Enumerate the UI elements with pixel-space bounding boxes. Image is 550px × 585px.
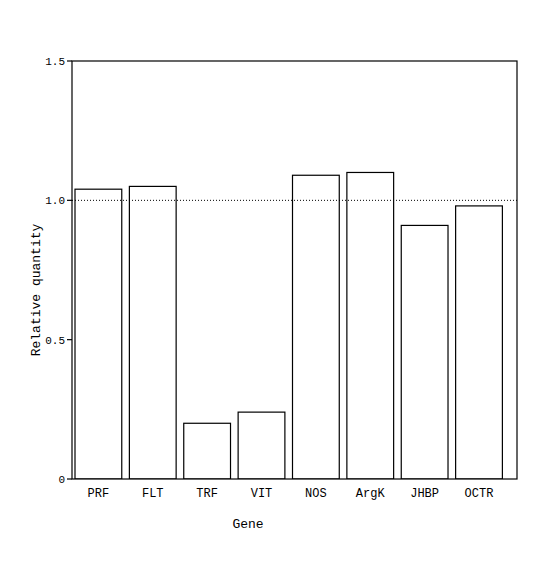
x-tick-label: PRF — [88, 487, 110, 501]
x-tick-label: JHBP — [410, 487, 439, 501]
bar — [456, 206, 503, 479]
bar — [401, 225, 448, 479]
y-tick-label: 1.5 — [45, 56, 65, 68]
y-tick-label: 1.0 — [45, 195, 65, 207]
bar — [184, 423, 231, 479]
bars — [72, 172, 517, 479]
y-tick — [67, 200, 72, 201]
bar — [75, 189, 122, 479]
y-tick — [67, 478, 72, 479]
bar — [347, 172, 394, 479]
x-axis-label: Gene — [232, 517, 263, 532]
chart: 0 0.5 1.0 1.5 PRF FLT TRF VIT NOS ArgK JHBP OCTR Gen… — [0, 0, 550, 585]
plot-frame — [72, 61, 517, 479]
bar — [293, 175, 340, 479]
y-tick — [67, 339, 72, 340]
y-tick-label: 0 — [58, 474, 65, 486]
x-tick-label: OCTR — [465, 487, 494, 501]
x-tick-label: ArgK — [356, 487, 386, 501]
y-tick-label: 0.5 — [45, 335, 65, 347]
x-tick-label: VIT — [251, 487, 273, 501]
y-tick — [67, 60, 72, 61]
bar — [238, 412, 285, 479]
x-tick-label: FLT — [142, 487, 164, 501]
reference-line — [72, 200, 517, 201]
x-tick-label: TRF — [196, 487, 218, 501]
x-tick-label: NOS — [305, 487, 327, 501]
y-axis-label: Relative quantity — [29, 223, 44, 356]
bar — [129, 186, 176, 479]
